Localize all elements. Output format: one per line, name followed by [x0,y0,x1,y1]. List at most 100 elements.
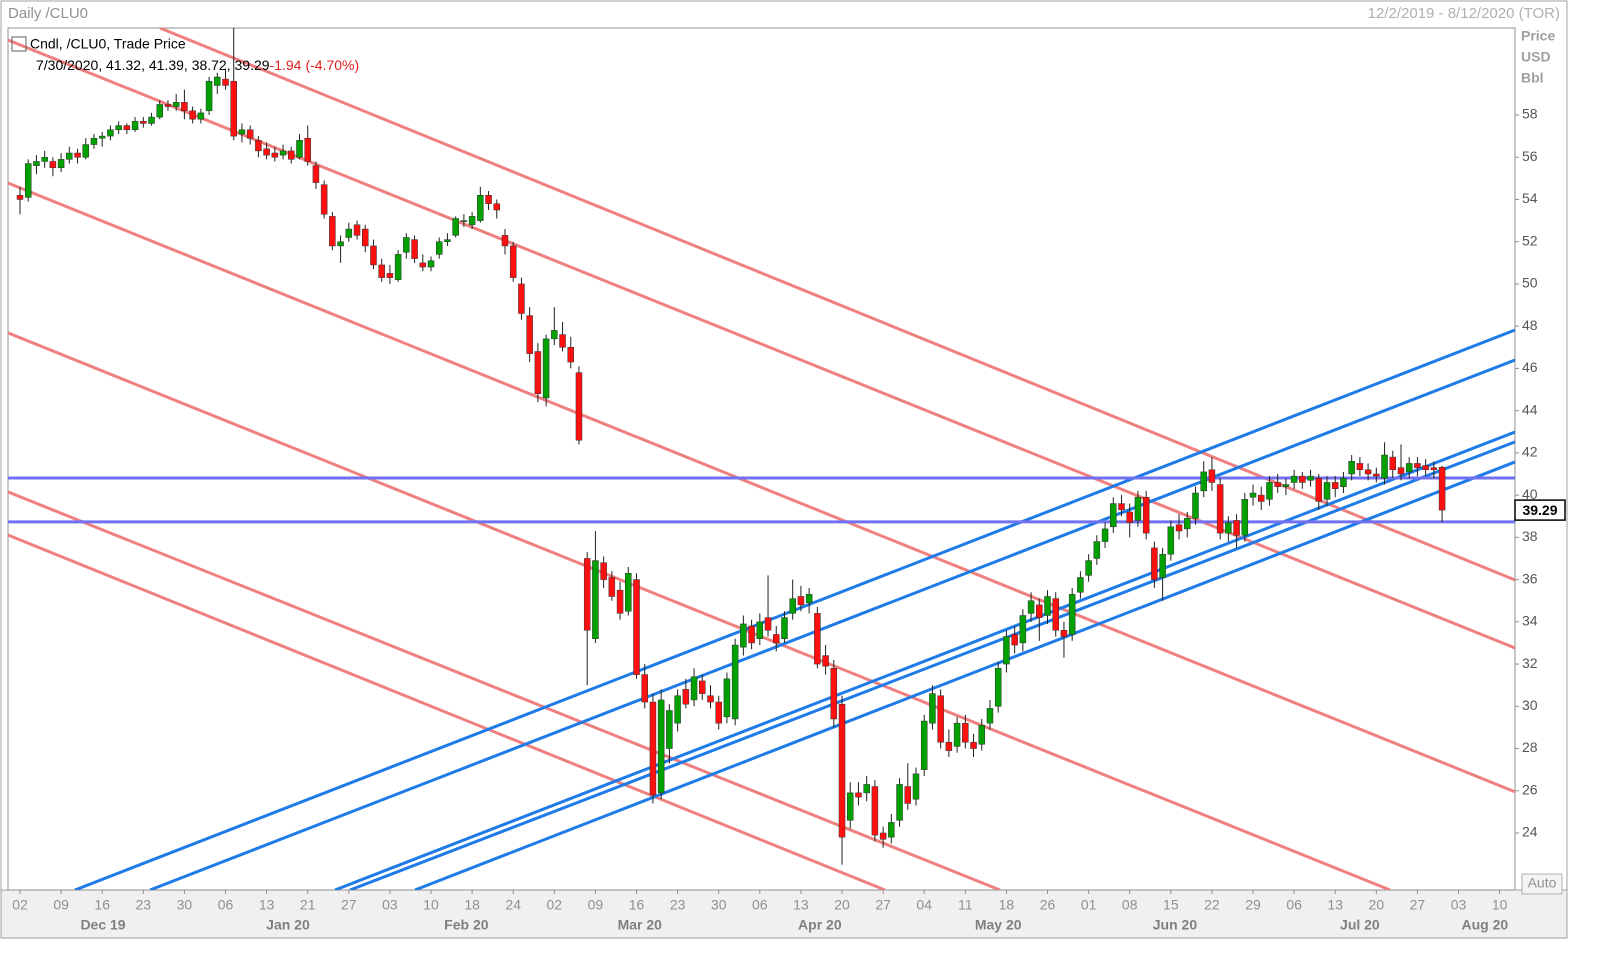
candle-body [1405,463,1413,473]
candle-body [1430,467,1438,471]
candle-body [123,125,131,131]
candle-body [493,203,501,211]
month-label: Jul 20 [1340,917,1380,933]
candle-body [830,668,838,720]
x-tick-label: 18 [464,897,480,913]
x-tick-label: 10 [1492,897,1508,913]
candle-body [1348,461,1355,475]
candle-body [756,621,764,639]
candle-body [789,598,796,614]
candle-body [107,129,114,137]
legend-change-pct: (-4.70%) [305,57,359,73]
candle-body [567,347,575,363]
scale-button[interactable] [1521,873,1563,895]
red-line [8,181,1515,794]
candle-body [962,722,969,743]
candle-body [1192,492,1199,519]
candle-body [805,594,813,604]
y-tick-label: 54 [1522,190,1538,206]
y-tick-label: 56 [1522,148,1538,164]
candle-body [1307,475,1314,481]
candle-body [1044,596,1051,616]
y-tick-label: 42 [1522,444,1538,460]
candle-body [271,152,279,158]
candle-body [41,156,48,162]
candle-body [214,76,221,86]
candle-body [1233,520,1240,536]
red-line [159,28,1515,582]
x-tick-label: 20 [1369,897,1385,913]
x-tick-label: 03 [382,897,398,913]
candle-body [1118,503,1125,511]
candle-body [871,786,879,836]
candle-body [1060,630,1068,637]
candle-body [156,104,163,118]
candle-body [1340,477,1347,487]
x-tick-label: 09 [53,897,69,913]
candle-body [353,224,361,236]
candle-body [435,241,443,255]
y-tick-label: 32 [1522,655,1538,671]
x-tick-label: 23 [670,897,686,913]
y-tick-label: 28 [1522,739,1538,755]
candle-body [345,228,353,238]
candle-body [49,161,57,169]
scale-button-label[interactable]: Auto [1528,875,1557,891]
candle-body [592,560,599,639]
candle-body [304,137,311,162]
candle-body [666,710,673,749]
x-tick-label: 03 [1451,897,1467,913]
candle-body [33,161,40,166]
candle-body [444,239,451,242]
chart-title: Daily /CLU0 [8,5,88,22]
candle-body [1397,467,1405,475]
candle-body [1019,615,1027,644]
candle-body [238,129,246,135]
blue-line [414,460,1515,890]
x-tick-label: 01 [1081,897,1097,913]
candle-body [1274,482,1281,487]
x-tick-label: 13 [1327,897,1343,913]
candle-body [1249,492,1257,498]
candle-body [583,558,591,631]
candle-body [1052,598,1059,631]
candle-body [1126,511,1133,523]
candle-body [148,116,155,124]
candle-body [1101,528,1109,542]
candle-body [863,784,870,794]
red-line [8,533,886,890]
candle-body [115,125,122,131]
candle-body [641,674,648,703]
candle-body [24,163,32,198]
candle-body [1282,484,1290,487]
candle-body [1225,522,1232,534]
candle-body [575,372,583,441]
candle-body [920,720,928,770]
candle-body [361,228,369,247]
candle-body [230,80,237,137]
candle-body [419,262,427,268]
candle-body [1389,456,1397,471]
candle-body [460,220,468,222]
axis-label: USD [1521,49,1551,65]
x-tick-label: 27 [341,897,357,913]
x-tick-label: 27 [1410,897,1426,913]
candle-body [970,741,977,749]
y-tick-label: 36 [1522,570,1538,586]
candle-body [82,144,90,158]
candle-body [370,245,377,266]
candle-body [255,140,262,152]
x-tick-label: 02 [547,897,563,913]
candle-body [1151,547,1158,580]
candle-body [1085,560,1092,576]
candle-body [403,237,410,253]
month-label: Jun 20 [1153,917,1198,933]
x-tick-label: 06 [218,897,234,913]
candle-body [542,338,550,399]
candle-body [945,741,953,751]
candle-body [164,104,172,107]
candle-body [263,148,270,156]
candle-body [246,129,254,139]
y-tick-label: 44 [1522,401,1538,417]
